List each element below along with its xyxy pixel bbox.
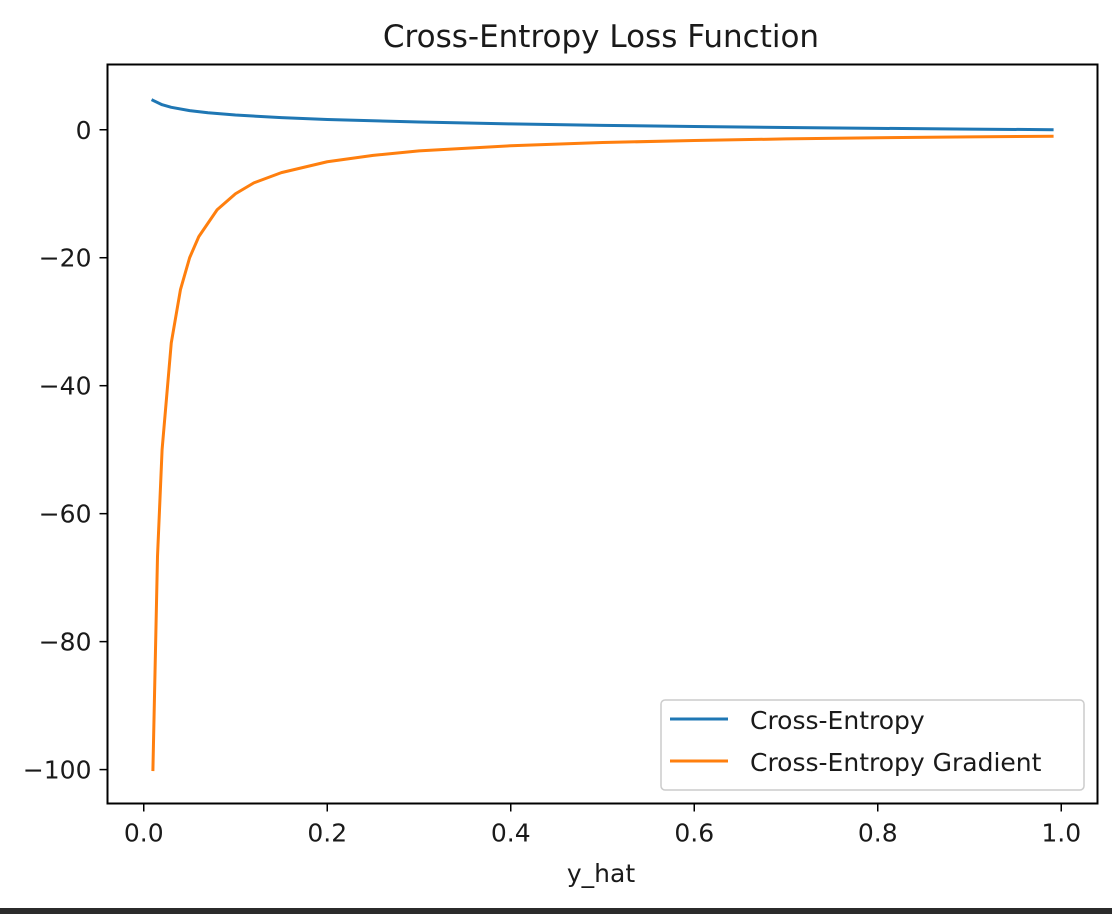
y-tick-label: −60 bbox=[39, 500, 92, 529]
series-layer bbox=[150, 98, 1054, 772]
x-tick-label: 0.2 bbox=[307, 819, 347, 848]
x-tick-label: 0.8 bbox=[858, 819, 898, 848]
series-line-cross-entropy bbox=[150, 98, 1054, 132]
x-tick-label: 0.6 bbox=[674, 819, 714, 848]
plot-area-frame bbox=[106, 63, 1099, 805]
x-tick-label: 0.0 bbox=[124, 819, 164, 848]
legend: Cross-Entropy Cross-Entropy Gradient bbox=[660, 699, 1085, 791]
y-tick-label: −20 bbox=[39, 244, 92, 273]
series-line-cross-entropy-gradient bbox=[151, 134, 1054, 772]
y-axis: 0 −20 −40 −60 −80 −100 bbox=[23, 116, 108, 785]
chart-title: Cross-Entropy Loss Function bbox=[383, 19, 819, 55]
x-axis: 0.0 0.2 0.4 0.6 0.8 1.0 bbox=[124, 803, 1081, 848]
legend-label-cross-entropy: Cross-Entropy bbox=[750, 706, 925, 735]
x-tick-label: 1.0 bbox=[1041, 819, 1081, 848]
x-axis-label: y_hat bbox=[567, 859, 635, 888]
y-tick-label: −80 bbox=[39, 628, 92, 657]
window-bottom-bar bbox=[0, 908, 1112, 914]
y-tick-label: 0 bbox=[76, 116, 92, 145]
x-tick-label: 0.4 bbox=[491, 819, 531, 848]
y-tick-label: −40 bbox=[39, 372, 92, 401]
legend-label-cross-entropy-gradient: Cross-Entropy Gradient bbox=[750, 748, 1042, 777]
y-tick-label: −100 bbox=[23, 756, 92, 785]
legend-box bbox=[660, 699, 1085, 791]
